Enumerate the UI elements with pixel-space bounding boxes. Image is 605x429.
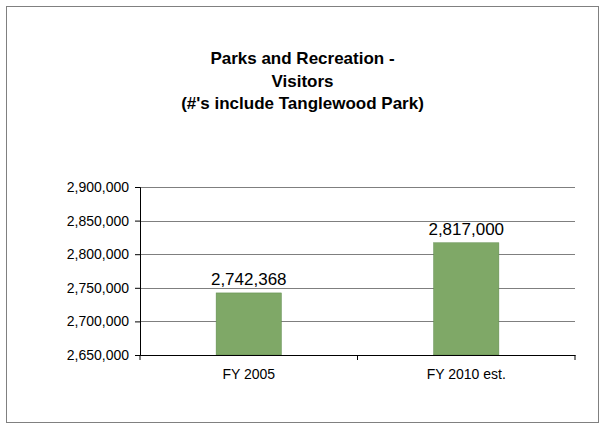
y-tick-mark bbox=[135, 321, 140, 322]
chart: 2,650,000 2,700,000 2,750,000 2,800,000 2,85… bbox=[0, 0, 605, 429]
data-label: 2,817,000 bbox=[428, 220, 504, 239]
y-tick-mark bbox=[135, 288, 140, 289]
title-block: Parks and Recreation -Visitors (#'s inclu… bbox=[181, 49, 424, 113]
data-label: 2,742,368 bbox=[211, 270, 287, 289]
bar bbox=[434, 243, 499, 355]
x-axis: FY 2005 FY 2010 est. bbox=[140, 355, 576, 382]
x-separator bbox=[140, 355, 141, 360]
y-tick: 2,850,000 bbox=[67, 213, 140, 229]
grid-line bbox=[140, 321, 575, 322]
x-tick-label: FY 2010 est. bbox=[427, 366, 506, 382]
y-tick-mark bbox=[135, 254, 140, 255]
data-labels: 2,742,368 2,817,000 bbox=[211, 220, 504, 289]
x-tick: FY 2010 est. bbox=[427, 355, 506, 382]
title: Parks and Recreation -Visitors bbox=[210, 49, 394, 91]
y-tick-label: 2,800,000 bbox=[67, 246, 129, 262]
grid-line bbox=[140, 254, 575, 255]
y-axis: 2,650,000 2,700,000 2,750,000 2,800,000 2,85… bbox=[67, 179, 141, 363]
bar bbox=[216, 293, 281, 355]
y-tick-label: 2,700,000 bbox=[67, 313, 129, 329]
bars bbox=[216, 243, 499, 355]
x-tick: FY 2005 bbox=[222, 355, 275, 382]
y-tick-mark bbox=[135, 187, 140, 188]
y-tick-label: 2,750,000 bbox=[67, 280, 129, 296]
subtitle: (#'s include Tanglewood Park) bbox=[181, 94, 424, 113]
y-tick: 2,700,000 bbox=[67, 313, 140, 329]
x-tick-label: FY 2005 bbox=[222, 366, 275, 382]
chart-frame bbox=[7, 7, 599, 423]
y-tick-label: 2,650,000 bbox=[67, 347, 129, 363]
y-tick-label: 2,850,000 bbox=[67, 213, 129, 229]
grid-line bbox=[140, 288, 575, 289]
grid bbox=[140, 188, 575, 356]
x-separators bbox=[140, 355, 575, 360]
grid-line bbox=[140, 187, 575, 188]
y-axis-line bbox=[135, 188, 141, 356]
y-tick: 2,900,000 bbox=[67, 179, 140, 195]
x-separator bbox=[357, 355, 358, 360]
y-tick: 2,750,000 bbox=[67, 280, 140, 296]
grid-line bbox=[140, 221, 575, 222]
y-tick-mark bbox=[135, 355, 140, 356]
y-tick-label: 2,900,000 bbox=[67, 179, 129, 195]
y-tick: 2,800,000 bbox=[67, 246, 140, 262]
x-separator bbox=[575, 355, 576, 360]
y-tick: 2,650,000 bbox=[67, 347, 140, 363]
y-tick-mark bbox=[135, 221, 140, 222]
